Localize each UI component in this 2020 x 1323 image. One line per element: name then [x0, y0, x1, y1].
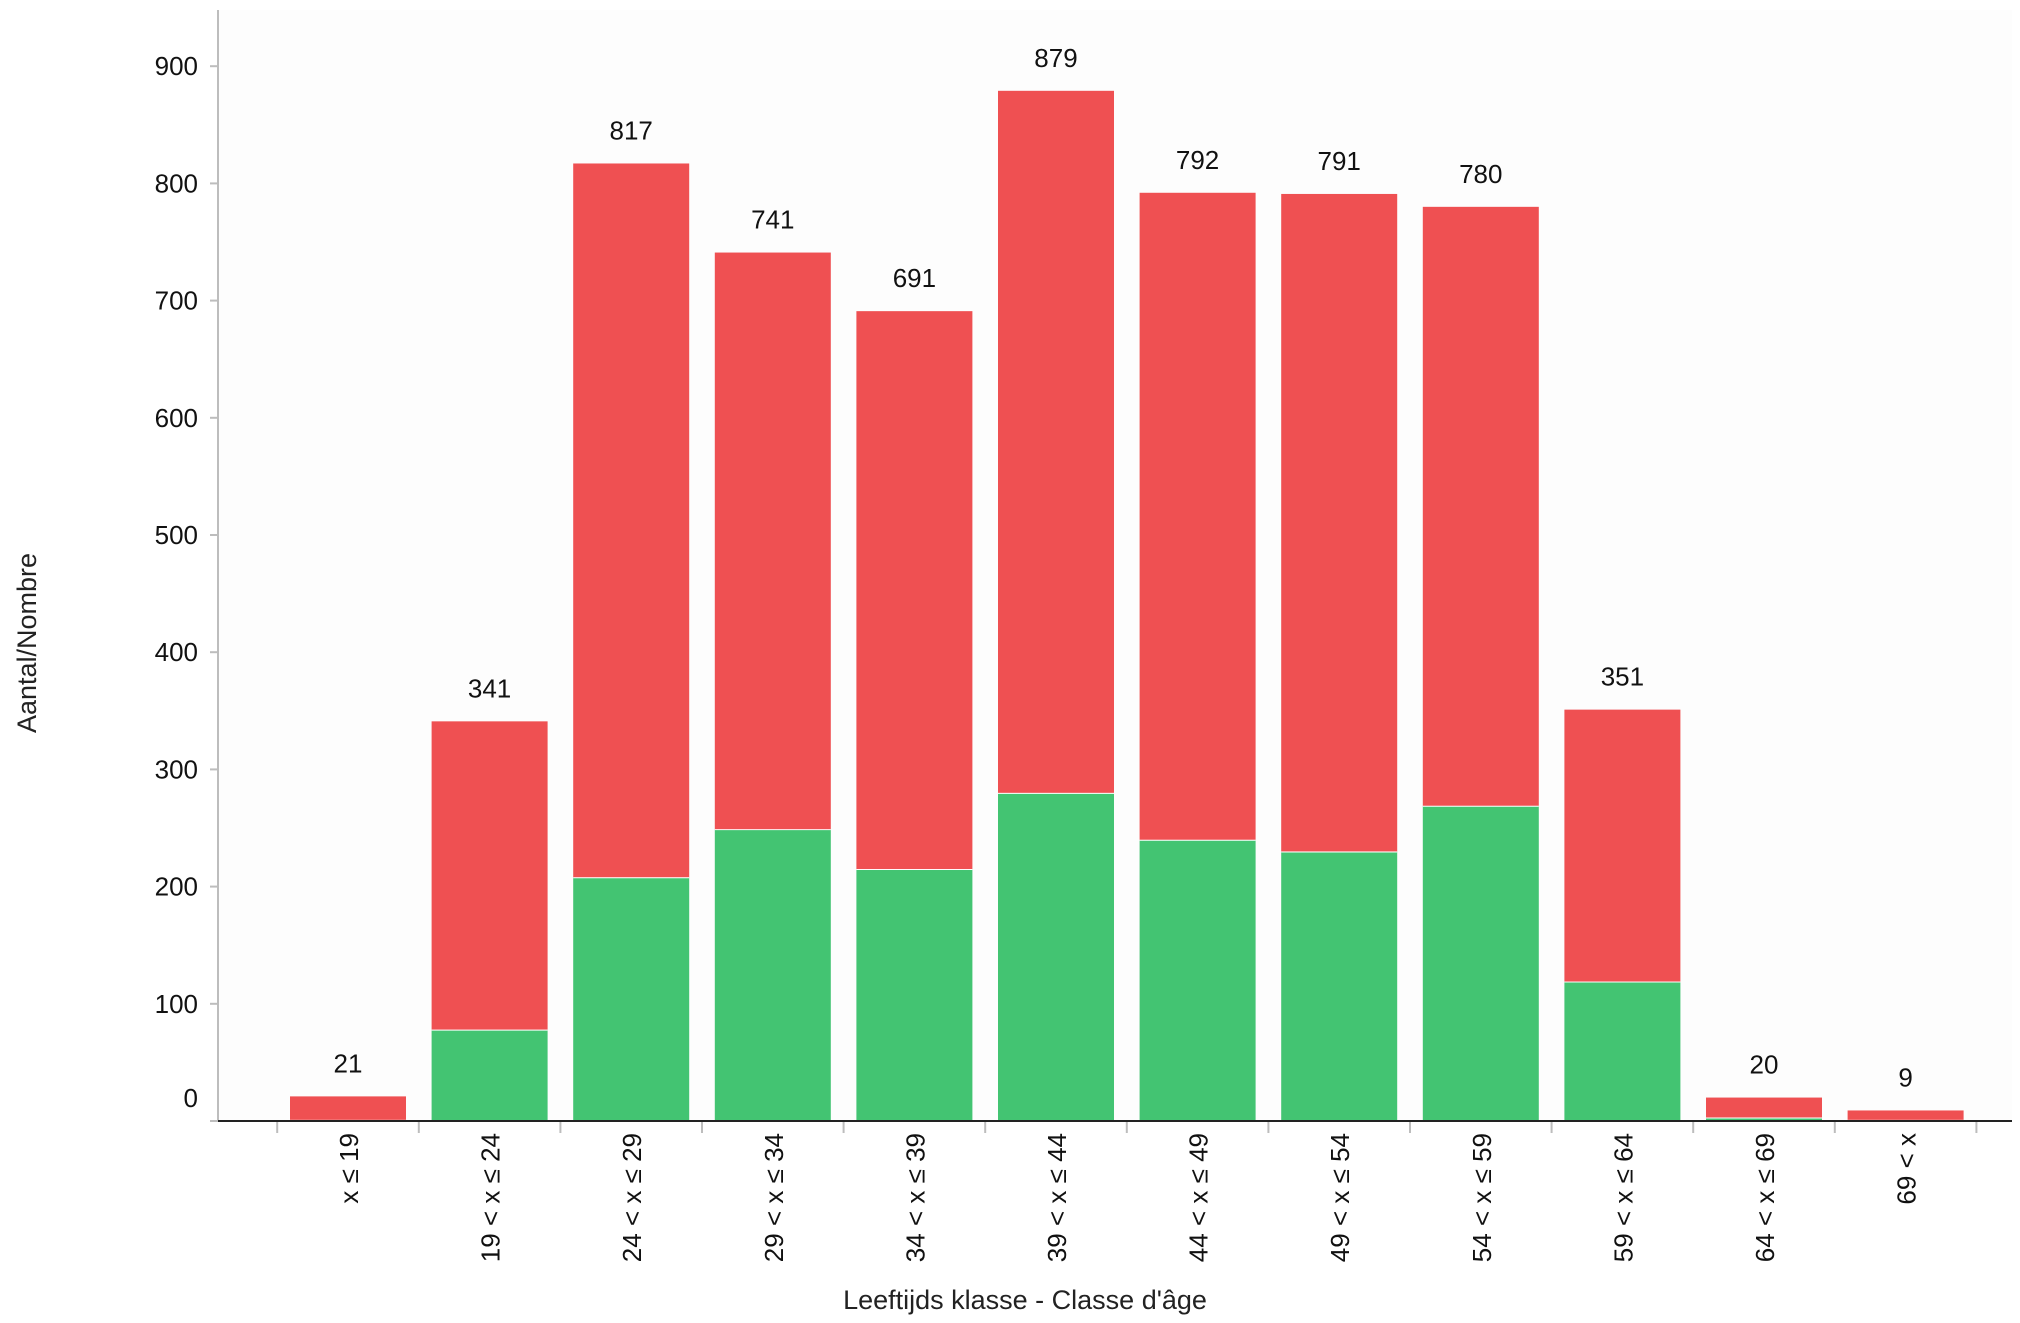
bar-segment-red	[1564, 709, 1681, 982]
data-label: 341	[468, 673, 511, 703]
x-tick-label: 39 < x ≤ 44	[1042, 1133, 1072, 1262]
data-label: 791	[1318, 146, 1361, 176]
y-tick-label: 400	[155, 637, 198, 667]
bar-segment-red	[573, 163, 690, 878]
bar-segment-red	[1847, 1110, 1964, 1120]
y-tick-label: 800	[155, 168, 198, 198]
bar-segment-green	[1422, 805, 1539, 1121]
bar-segment-red	[431, 721, 548, 1030]
data-label: 20	[1750, 1050, 1779, 1080]
bar-segment-green	[1564, 981, 1681, 1121]
x-tick-label: x ≤ 19	[334, 1133, 364, 1204]
bar-segment-red	[290, 1096, 406, 1120]
data-label: 879	[1034, 43, 1077, 73]
y-tick-label: 200	[155, 872, 198, 902]
data-label: 691	[893, 263, 936, 293]
bar-segment-green	[1139, 839, 1256, 1121]
bar-segment-red	[714, 252, 831, 830]
y-tick-label: 500	[155, 520, 198, 550]
x-tick-label: 44 < x ≤ 49	[1184, 1133, 1214, 1262]
bar-segment-green	[1706, 1117, 1822, 1121]
y-tick-label: 100	[155, 989, 198, 1019]
bar-segment-green	[856, 869, 973, 1121]
y-tick-label: 600	[155, 403, 198, 433]
y-tick-label: 300	[155, 754, 198, 784]
bar-segment-green	[714, 829, 831, 1121]
bar-segment-green	[998, 792, 1114, 1121]
x-tick-label: 49 < x ≤ 54	[1325, 1133, 1355, 1262]
bar-segment-red	[1281, 193, 1398, 852]
data-label: 792	[1176, 145, 1219, 175]
bar-segment-green	[1281, 851, 1398, 1121]
data-label: 780	[1459, 159, 1502, 189]
y-tick-label: 700	[155, 286, 198, 316]
y-axis-title: Aantal/Nombre	[12, 553, 42, 733]
bar-segment-red	[1139, 192, 1256, 840]
bar-segment-green	[431, 1029, 548, 1121]
y-tick-label: 0	[184, 1083, 198, 1113]
bar-segment-red	[1706, 1097, 1822, 1118]
data-label: 9	[1898, 1062, 1912, 1092]
x-tick-label: 29 < x ≤ 34	[759, 1133, 789, 1262]
data-label: 817	[610, 115, 653, 145]
data-label: 741	[751, 205, 794, 235]
x-tick-label: 69 < x	[1892, 1133, 1922, 1205]
y-tick-label: 900	[155, 51, 198, 81]
data-label: 21	[334, 1048, 363, 1078]
x-tick-label: 54 < x ≤ 59	[1467, 1133, 1497, 1262]
bar-segment-red	[856, 311, 973, 870]
bar-segment-red	[1422, 206, 1539, 806]
data-label: 351	[1601, 662, 1644, 692]
bar-segment-red	[998, 90, 1114, 793]
x-tick-label: 64 < x ≤ 69	[1750, 1133, 1780, 1262]
x-tick-label: 19 < x ≤ 24	[476, 1133, 506, 1262]
x-tick-label: 59 < x ≤ 64	[1608, 1133, 1638, 1262]
x-tick-label: 24 < x ≤ 29	[617, 1133, 647, 1262]
x-axis-title: Leeftijds klasse - Classe d'âge	[843, 1285, 1207, 1315]
x-tick-label: 34 < x ≤ 39	[900, 1133, 930, 1262]
bar-segment-green	[573, 877, 690, 1121]
